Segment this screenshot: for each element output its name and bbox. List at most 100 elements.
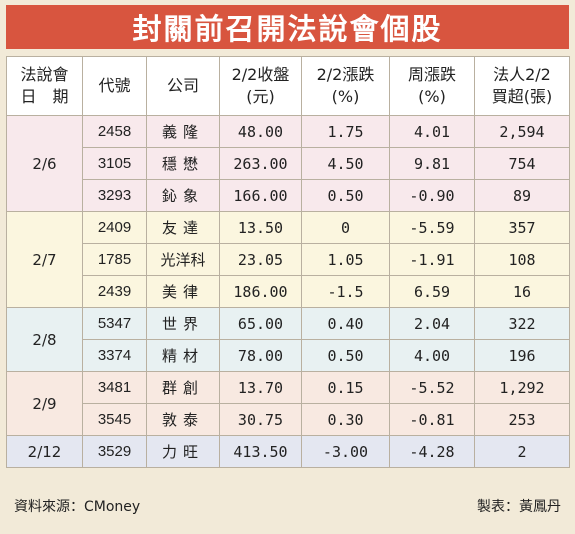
week-change-cell: -0.90	[389, 179, 475, 212]
company-cell: 美律	[146, 275, 220, 308]
table-row: 2/6 2458 義隆 48.00 1.75 4.01 2,594	[6, 115, 570, 212]
header-inst-line2: 買超(張)	[491, 87, 553, 106]
close-cell: 166.00	[219, 179, 302, 212]
week-change-cell: -0.81	[389, 403, 475, 436]
code-cell: 3105	[82, 147, 147, 180]
table-header-row: 法說會 日 期 代號 公司 2/2收盤 (元) 2/2漲跌 (%) 周漲跌 (%…	[6, 56, 570, 116]
header-week-line2: (%)	[418, 87, 446, 106]
company-cell: 群創	[146, 371, 220, 404]
company-cell: 光洋科	[146, 243, 220, 276]
header-close: 2/2收盤 (元)	[219, 56, 302, 116]
date-cell: 2/12	[6, 435, 83, 468]
company-cell: 力旺	[146, 435, 220, 468]
code-cell: 3481	[82, 371, 147, 404]
week-change-cell: -1.91	[389, 243, 475, 276]
table-row: 3545 敦泰 30.75 0.30 -0.81 253	[7, 403, 570, 436]
change-cell: 0.50	[301, 339, 390, 372]
header-week-line1: 周漲跌	[407, 65, 456, 84]
company-cell: 敦泰	[146, 403, 220, 436]
institutional-cell: 16	[474, 275, 570, 308]
close-cell: 263.00	[219, 147, 302, 180]
header-institutional: 法人2/2 買超(張)	[474, 56, 570, 116]
table-row: 2/9 3481 群創 13.70 0.15 -5.52 1,292	[6, 371, 570, 436]
code-cell: 3529	[82, 435, 147, 468]
week-change-cell: 4.00	[389, 339, 475, 372]
header-inst-line1: 法人2/2	[493, 65, 551, 84]
table-row: 2/8 5347 世界 65.00 0.40 2.04 322	[6, 307, 570, 372]
close-cell: 186.00	[219, 275, 302, 308]
change-cell: 1.05	[301, 243, 390, 276]
institutional-cell: 1,292	[474, 371, 570, 404]
institutional-cell: 253	[474, 403, 570, 436]
change-cell: 0	[301, 211, 390, 244]
institutional-cell: 108	[474, 243, 570, 276]
institutional-cell: 357	[474, 211, 570, 244]
table-row: 3293 鈊象 166.00 0.50 -0.90 89	[7, 179, 570, 212]
change-cell: 0.30	[301, 403, 390, 436]
table-row: 3105 穩懋 263.00 4.50 9.81 754	[7, 147, 570, 180]
close-cell: 413.50	[219, 435, 302, 468]
company-cell: 友達	[146, 211, 220, 244]
date-cell: 2/9	[6, 371, 83, 436]
change-cell: -3.00	[301, 435, 390, 468]
close-cell: 13.50	[219, 211, 302, 244]
change-cell: -1.5	[301, 275, 390, 308]
date-cell: 2/7	[6, 211, 83, 308]
week-change-cell: 9.81	[389, 147, 475, 180]
close-cell: 65.00	[219, 307, 302, 340]
close-cell: 30.75	[219, 403, 302, 436]
source-credit: 資料來源：CMoney	[14, 499, 141, 515]
header-close-line1: 2/2收盤	[231, 65, 290, 84]
header-date: 法說會 日 期	[6, 56, 83, 116]
change-cell: 0.50	[301, 179, 390, 212]
company-cell: 世界	[146, 307, 220, 340]
header-change-line1: 2/2漲跌	[316, 65, 375, 84]
change-cell: 0.15	[301, 371, 390, 404]
author-credit: 製表：黃鳳丹	[477, 499, 561, 515]
footer: 資料來源：CMoney 製表：黃鳳丹	[6, 493, 569, 519]
page-title: 封關前召開法說會個股	[6, 5, 569, 49]
company-cell: 義隆	[146, 115, 220, 148]
institutional-cell: 89	[474, 179, 570, 212]
change-cell: 4.50	[301, 147, 390, 180]
week-change-cell: -4.28	[389, 435, 475, 468]
institutional-cell: 2	[474, 435, 570, 468]
week-change-cell: -5.59	[389, 211, 475, 244]
week-change-cell: 6.59	[389, 275, 475, 308]
institutional-cell: 196	[474, 339, 570, 372]
header-week: 周漲跌 (%)	[389, 56, 475, 116]
header-change: 2/2漲跌 (%)	[301, 56, 390, 116]
date-cell: 2/6	[6, 115, 83, 212]
week-change-cell: 4.01	[389, 115, 475, 148]
header-date-line1: 法說會	[20, 65, 69, 84]
company-cell: 穩懋	[146, 147, 220, 180]
header-change-line2: (%)	[331, 87, 360, 106]
institutional-cell: 322	[474, 307, 570, 340]
code-cell: 3545	[82, 403, 147, 436]
header-code: 代號	[82, 56, 147, 116]
code-cell: 2439	[82, 275, 147, 308]
stock-table: 法說會 日 期 代號 公司 2/2收盤 (元) 2/2漲跌 (%) 周漲跌 (%…	[6, 56, 570, 468]
company-cell: 精材	[146, 339, 220, 372]
code-cell: 3374	[82, 339, 147, 372]
institutional-cell: 2,594	[474, 115, 570, 148]
company-cell: 鈊象	[146, 179, 220, 212]
code-cell: 3293	[82, 179, 147, 212]
table-row: 2439 美律 186.00 -1.5 6.59 16	[7, 275, 570, 308]
close-cell: 13.70	[219, 371, 302, 404]
institutional-cell: 754	[474, 147, 570, 180]
header-date-line2: 日 期	[20, 87, 69, 106]
table-row: 2/7 2409 友達 13.50 0 -5.59 357	[6, 211, 570, 308]
table-row: 2/12 3529 力旺 413.50 -3.00 -4.28 2	[6, 435, 570, 468]
close-cell: 23.05	[219, 243, 302, 276]
date-cell: 2/8	[6, 307, 83, 372]
code-cell: 5347	[82, 307, 147, 340]
code-cell: 1785	[82, 243, 147, 276]
code-cell: 2409	[82, 211, 147, 244]
change-cell: 0.40	[301, 307, 390, 340]
table-row: 1785 光洋科 23.05 1.05 -1.91 108	[7, 243, 570, 276]
change-cell: 1.75	[301, 115, 390, 148]
code-cell: 2458	[82, 115, 147, 148]
table-row: 3374 精材 78.00 0.50 4.00 196	[7, 339, 570, 372]
